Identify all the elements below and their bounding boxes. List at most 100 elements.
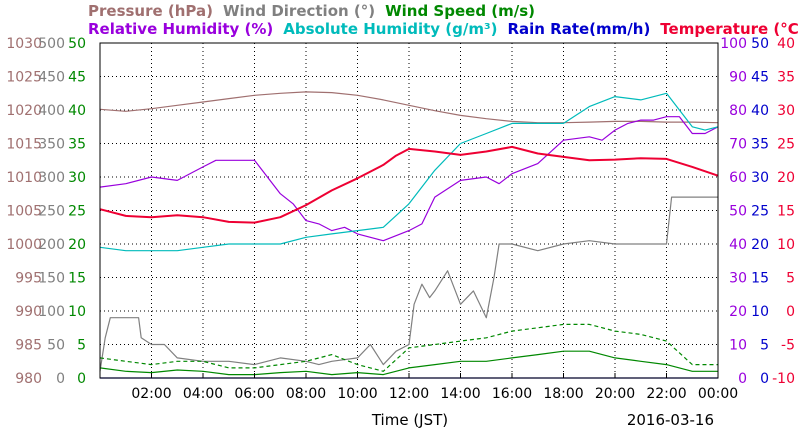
y-tick-label-wind-speed: 15 [68, 271, 86, 287]
y-tick-label-temperature: 35 [777, 70, 795, 86]
y-tick-label-temperature: 10 [777, 237, 795, 253]
series-line-temperature-c [99, 145, 719, 224]
y-tick-label-wind-speed: 10 [68, 304, 86, 320]
y-tick-label-wind-speed: 0 [77, 371, 86, 387]
y-tick-label-wind-speed: 40 [68, 103, 86, 119]
y-tick-label-temperature: 20 [777, 170, 795, 186]
legend-item-rain-rate-mm-h: Rain Rate(mm/h) [507, 20, 650, 38]
grid [100, 43, 718, 378]
legend-item-wind-direction: Wind Direction (°) [223, 2, 375, 20]
y-tick-label-pressure: 1005 [6, 204, 42, 220]
x-tick-label: 14:00 [440, 386, 480, 402]
y-tick-label-pressure: 985 [15, 338, 42, 354]
series-line-pressure-hpa [99, 91, 719, 124]
x-axis-label: Time (JST) [371, 411, 448, 429]
y-tick-label-humidity: 50 [729, 204, 747, 220]
series-line-absolute-humidity-g-m [99, 92, 719, 252]
x-tick-label: 16:00 [492, 386, 532, 402]
y-tick-label-rain-rate: 30 [751, 170, 769, 186]
y-tick-label-rain-rate: 40 [751, 103, 769, 119]
y-tick-label-pressure: 1010 [6, 170, 42, 186]
y-tick-label-wind-direction: 400 [38, 103, 65, 119]
y-tick-label-wind-speed: 50 [68, 36, 86, 52]
y-tick-label-rain-rate: 35 [751, 137, 769, 153]
x-tick-label: 00:00 [698, 386, 738, 402]
y-tick-label-wind-direction: 50 [47, 338, 65, 354]
y-tick-label-temperature: 25 [777, 137, 795, 153]
x-tick-label: 08:00 [286, 386, 326, 402]
y-tick-label-pressure: 1020 [6, 103, 42, 119]
series-line-wind-gust-m-s [99, 323, 718, 372]
y-tick-label-rain-rate: 25 [751, 204, 769, 220]
y-tick-label-humidity: 30 [729, 271, 747, 287]
y-tick-label-temperature: -10 [772, 371, 795, 387]
y-tick-label-wind-direction: 250 [38, 204, 65, 220]
y-tick-label-rain-rate: 50 [751, 36, 769, 52]
y-tick-label-wind-direction: 450 [38, 70, 65, 86]
y-tick-label-rain-rate: 20 [751, 237, 769, 253]
legend-row-1: Pressure (hPa) Wind Direction (°) Wind Spe… [88, 2, 535, 20]
y-tick-label-wind-speed: 35 [68, 137, 86, 153]
y-tick-label-rain-rate: 10 [751, 304, 769, 320]
y-tick-label-humidity: 20 [729, 304, 747, 320]
y-tick-label-humidity: 40 [729, 237, 747, 253]
y-tick-label-wind-direction: 500 [38, 36, 65, 52]
y-tick-label-temperature: 15 [777, 204, 795, 220]
x-tick-label: 20:00 [595, 386, 635, 402]
legend-item-wind-speed-m-s: Wind Speed (m/s) [385, 2, 535, 20]
y-tick-label-temperature: 30 [777, 103, 795, 119]
y-tick-label-temperature: 0 [786, 304, 795, 320]
y-tick-label-temperature: -5 [781, 338, 795, 354]
y-tick-label-wind-direction: 200 [38, 237, 65, 253]
series-line-relative-humidity [99, 116, 719, 242]
y-tick-label-pressure: 980 [15, 371, 42, 387]
y-tick-label-wind-speed: 20 [68, 237, 86, 253]
y-tick-label-wind-speed: 30 [68, 170, 86, 186]
left-axes: 1030102510201015101010051000995990985980… [6, 36, 86, 387]
y-tick-label-wind-direction: 150 [38, 271, 65, 287]
series-line-wind-direction [99, 196, 718, 372]
y-tick-label-rain-rate: 0 [760, 371, 769, 387]
y-tick-label-wind-speed: 45 [68, 70, 86, 86]
y-tick-label-wind-direction: 100 [38, 304, 65, 320]
y-tick-label-wind-direction: 0 [56, 371, 65, 387]
y-tick-label-wind-direction: 350 [38, 137, 65, 153]
y-tick-label-pressure: 1025 [6, 70, 42, 86]
legend-item-absolute-humidity-g-m: Absolute Humidity (g/m³) [283, 20, 497, 38]
y-tick-label-humidity: 60 [729, 170, 747, 186]
y-tick-label-humidity: 90 [729, 70, 747, 86]
y-tick-label-wind-speed: 25 [68, 204, 86, 220]
y-tick-label-temperature: 40 [777, 36, 795, 52]
y-tick-label-humidity: 70 [729, 137, 747, 153]
y-tick-label-temperature: 5 [786, 271, 795, 287]
y-tick-label-humidity: 100 [720, 36, 747, 52]
x-tick-label: 06:00 [234, 386, 274, 402]
x-tick-label: 10:00 [337, 386, 377, 402]
x-tick-label: 12:00 [389, 386, 429, 402]
legend-row-2: Relative Humidity (%) Absolute Humidity (… [88, 20, 800, 38]
y-tick-label-wind-direction: 300 [38, 170, 65, 186]
y-tick-label-pressure: 1030 [6, 36, 42, 52]
y-tick-label-rain-rate: 5 [760, 338, 769, 354]
y-tick-label-rain-rate: 15 [751, 271, 769, 287]
x-tick-label: 02:00 [131, 386, 171, 402]
right-axes: 1009080706050403020100504540353025201510… [720, 36, 795, 387]
y-tick-label-pressure: 990 [15, 304, 42, 320]
legend-item-pressure-hpa: Pressure (hPa) [88, 2, 213, 20]
series-line-wind-speed-m-s [99, 350, 718, 376]
y-tick-label-rain-rate: 45 [751, 70, 769, 86]
x-tick-label: 04:00 [183, 386, 223, 402]
x-axis-ticks: 02:00 04:00 06:00 08:00 10:00 12:00 14:00 16:00… [131, 373, 738, 402]
date-label: 2016-03-16 [627, 411, 714, 429]
y-tick-label-pressure: 995 [15, 271, 42, 287]
y-tick-label-pressure: 1000 [6, 237, 42, 253]
y-tick-label-humidity: 0 [738, 371, 747, 387]
legend-item-temperature-c: Temperature (°C) [660, 20, 800, 38]
y-tick-label-wind-speed: 5 [77, 338, 86, 354]
x-tick-label: 18:00 [543, 386, 583, 402]
x-tick-label: 22:00 [646, 386, 686, 402]
y-tick-label-humidity: 80 [729, 103, 747, 119]
y-tick-label-pressure: 1015 [6, 137, 42, 153]
y-tick-label-humidity: 10 [729, 338, 747, 354]
